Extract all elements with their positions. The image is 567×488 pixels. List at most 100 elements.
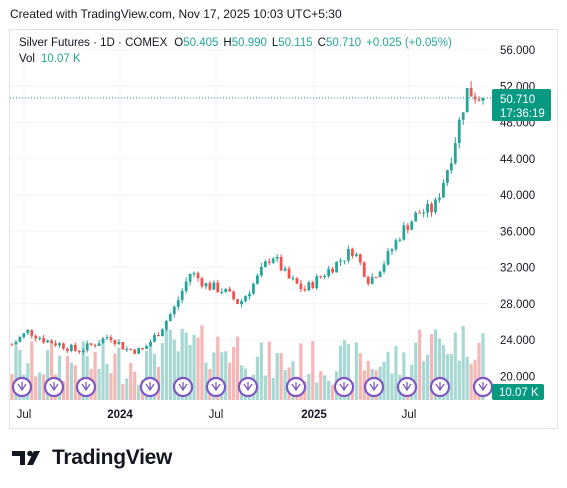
chart-canvas[interactable]: 56.00052.00048.00044.00040.00036.00032.0… bbox=[0, 0, 567, 440]
event-marker-glyph bbox=[17, 382, 27, 392]
candle-body bbox=[295, 278, 299, 284]
candle-body bbox=[50, 340, 53, 344]
candle-body bbox=[465, 88, 469, 113]
volume-bar bbox=[109, 373, 113, 400]
candle-body bbox=[438, 197, 441, 200]
candle-body bbox=[161, 329, 164, 337]
price-axis-tick-label: 24.000 bbox=[500, 335, 535, 347]
price-axis-tick-label: 20.000 bbox=[500, 371, 535, 383]
time-axis-tick-label: Jul bbox=[17, 409, 32, 421]
candle-body bbox=[457, 119, 461, 144]
candle-body bbox=[291, 278, 295, 280]
candle-body bbox=[259, 267, 263, 276]
event-marker-glyph bbox=[478, 382, 488, 392]
volume-bar bbox=[342, 340, 347, 400]
volume-bar bbox=[192, 334, 196, 400]
candle-body bbox=[311, 282, 315, 289]
candle-body bbox=[271, 258, 275, 263]
tradingview-logo[interactable]: TradingView bbox=[12, 446, 172, 470]
candle-body bbox=[133, 349, 137, 354]
volume-bar bbox=[105, 363, 109, 400]
candle-body bbox=[263, 261, 267, 268]
candle-body bbox=[153, 334, 156, 342]
chart-grid bbox=[10, 31, 490, 400]
change-value: +0.025 (+0.05%) bbox=[366, 37, 452, 49]
volume-bar bbox=[204, 362, 208, 400]
volume-bar bbox=[152, 353, 157, 400]
vol-value: 10.07 K bbox=[41, 53, 81, 65]
candle-body bbox=[307, 282, 311, 291]
candle-body bbox=[236, 299, 240, 304]
o-value: 50.405 bbox=[183, 37, 218, 49]
candle-body bbox=[188, 273, 192, 282]
volume-bar bbox=[133, 371, 137, 400]
candle-body bbox=[232, 291, 236, 300]
candle-body bbox=[287, 268, 291, 279]
candle-body bbox=[168, 314, 172, 321]
volume-bar bbox=[228, 362, 232, 400]
volume-bar bbox=[180, 328, 184, 400]
candle-body bbox=[73, 344, 77, 351]
volume-bar bbox=[121, 384, 125, 400]
candle-body bbox=[42, 338, 46, 343]
candle-body bbox=[69, 344, 73, 351]
candle-body bbox=[137, 348, 141, 354]
candle-body bbox=[81, 350, 85, 352]
c-label: C bbox=[318, 37, 326, 49]
volume-bar bbox=[327, 380, 331, 400]
candle-body bbox=[196, 273, 200, 279]
candle-body bbox=[77, 350, 81, 352]
candle-body bbox=[339, 260, 342, 262]
price-axis-tick-label: 56.000 bbox=[500, 45, 535, 57]
volume-bar bbox=[176, 351, 180, 400]
time-axis-tick-label: 2024 bbox=[107, 409, 133, 421]
volume-bar bbox=[216, 336, 220, 400]
candle-body bbox=[85, 343, 89, 351]
candle-body bbox=[204, 283, 208, 287]
candle-body bbox=[481, 97, 485, 101]
event-marker-glyph bbox=[81, 382, 91, 392]
candle-body bbox=[228, 288, 232, 292]
volume-bar bbox=[69, 362, 73, 400]
candle-body bbox=[426, 203, 429, 213]
event-marker-glyph bbox=[339, 382, 349, 392]
volume-bar bbox=[212, 352, 216, 400]
volume-bar bbox=[267, 341, 271, 400]
volume-bar bbox=[172, 339, 176, 400]
tradingview-brand-text: TradingView bbox=[52, 446, 173, 469]
candle-body bbox=[46, 340, 50, 343]
candle-body bbox=[303, 289, 307, 291]
volume-bar bbox=[30, 341, 34, 400]
last-price-tag: 50.710 17:36:19 bbox=[492, 89, 551, 121]
candle-body bbox=[366, 276, 370, 284]
volume-bar bbox=[346, 343, 351, 400]
candle-body bbox=[398, 239, 402, 241]
volume-bar bbox=[477, 342, 481, 400]
candle-body bbox=[327, 268, 331, 277]
symbol-name: Silver Futures · 1D · COMEX bbox=[19, 37, 168, 49]
candle-body bbox=[350, 249, 354, 256]
volume-bar bbox=[319, 371, 323, 400]
candle-body bbox=[10, 344, 14, 346]
h-label: H bbox=[223, 37, 231, 49]
candle-body bbox=[402, 225, 406, 240]
volume-bar bbox=[465, 356, 469, 400]
event-marker-glyph bbox=[243, 382, 253, 392]
candle-body bbox=[192, 273, 196, 275]
volume-bar bbox=[358, 353, 362, 400]
candle-body bbox=[34, 335, 38, 339]
candle-body bbox=[406, 225, 410, 230]
candle-body bbox=[26, 329, 30, 334]
volume-bar bbox=[148, 343, 153, 400]
candle-body bbox=[66, 348, 69, 351]
volume-bar bbox=[481, 333, 485, 400]
event-marker-glyph bbox=[291, 382, 301, 392]
candle-body bbox=[141, 348, 145, 350]
candle-body bbox=[149, 341, 152, 346]
candle-body bbox=[212, 282, 216, 290]
volume-bar bbox=[97, 368, 101, 400]
candle-body bbox=[414, 212, 418, 222]
volume-bar bbox=[57, 355, 62, 400]
candle-body bbox=[343, 260, 346, 262]
candle-body bbox=[93, 344, 97, 346]
